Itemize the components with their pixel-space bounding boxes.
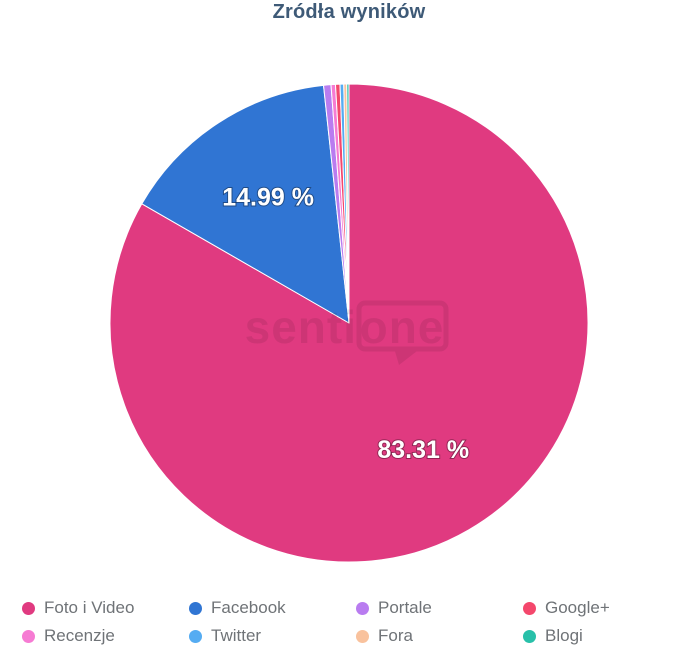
legend-dot-foto-i-video [22, 601, 35, 615]
legend: Foto i Video Facebook Portale Google+ Recenz… [22, 594, 690, 650]
legend-item-blogi[interactable]: Blogi [523, 622, 690, 650]
legend-item-twitter[interactable]: Twitter [189, 622, 356, 650]
legend-dot-twitter [189, 629, 202, 643]
legend-label-foto-i-video: Foto i Video [44, 598, 135, 617]
legend-label-fora: Fora [378, 626, 413, 645]
legend-item-foto-i-video[interactable]: Foto i Video [22, 594, 189, 622]
legend-label-facebook: Facebook [211, 598, 286, 617]
legend-label-twitter: Twitter [211, 626, 262, 645]
legend-label-recenzje: Recenzje [44, 626, 115, 645]
legend-dot-recenzje [22, 629, 35, 643]
legend-dot-portale [356, 601, 369, 615]
chart-title: Zródła wyników [272, 1, 426, 23]
legend-label-portale: Portale [378, 598, 432, 617]
legend-dot-google [523, 601, 536, 615]
legend-label-google: Google+ [545, 598, 610, 617]
legend-item-portale[interactable]: Portale [356, 594, 523, 622]
pie-slice-blogi[interactable] [346, 83, 350, 324]
pie-slice-facebook[interactable] [141, 84, 350, 324]
legend-item-facebook[interactable]: Facebook [189, 594, 356, 622]
legend-dot-blogi [523, 629, 536, 643]
legend-label-blogi: Blogi [545, 626, 583, 645]
legend-dot-fora [356, 629, 369, 643]
legend-item-google[interactable]: Google+ [523, 594, 690, 622]
legend-dot-facebook [189, 601, 202, 615]
legend-item-fora[interactable]: Fora [356, 622, 523, 650]
legend-item-recenzje[interactable]: Recenzje [22, 622, 189, 650]
